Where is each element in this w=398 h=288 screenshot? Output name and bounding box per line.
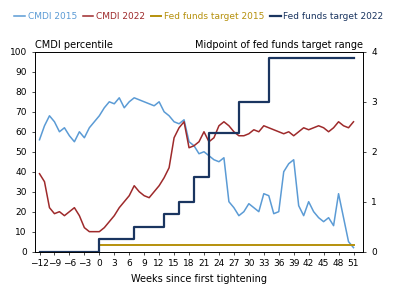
- X-axis label: Weeks since first tightening: Weeks since first tightening: [131, 274, 267, 284]
- Text: CMDI percentile: CMDI percentile: [35, 40, 112, 50]
- Legend: CMDI 2015, CMDI 2022, Fed funds target 2015, Fed funds target 2022: CMDI 2015, CMDI 2022, Fed funds target 2…: [14, 12, 384, 21]
- Text: Midpoint of fed funds target range: Midpoint of fed funds target range: [195, 40, 363, 50]
